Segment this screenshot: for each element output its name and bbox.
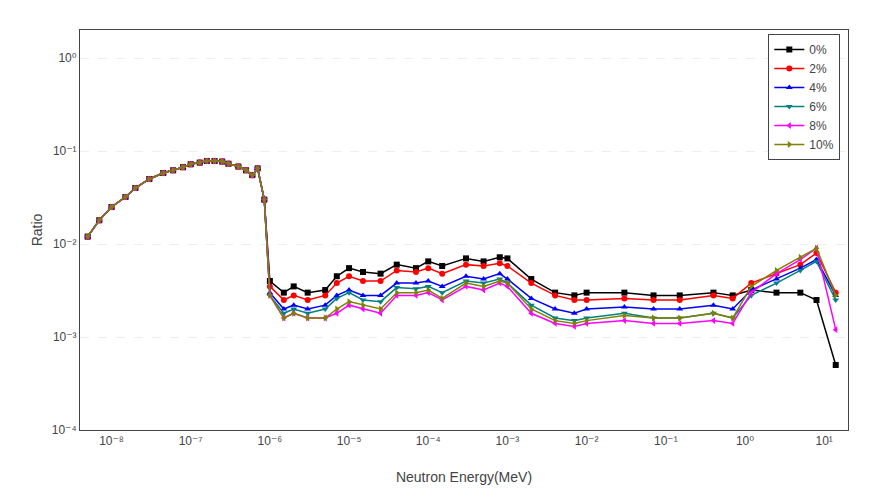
svg-text:Neutron Energy(MeV): Neutron Energy(MeV) (396, 469, 532, 485)
svg-text:0%: 0% (809, 43, 827, 57)
svg-text:8%: 8% (809, 119, 827, 133)
svg-text:10⁻³: 10⁻³ (496, 434, 520, 448)
svg-text:10⁻⁸: 10⁻⁸ (99, 434, 124, 448)
svg-text:10⁰: 10⁰ (736, 434, 754, 448)
svg-text:10⁻¹: 10⁻¹ (53, 144, 77, 158)
svg-text:10⁻⁵: 10⁻⁵ (337, 434, 362, 448)
svg-text:10¹: 10¹ (815, 434, 832, 448)
svg-text:6%: 6% (809, 100, 827, 114)
svg-text:10⁻⁶: 10⁻⁶ (258, 434, 283, 448)
svg-text:10⁻²: 10⁻² (53, 237, 77, 251)
svg-text:10⁻⁴: 10⁻⁴ (416, 434, 441, 448)
svg-text:4%: 4% (809, 81, 827, 95)
svg-text:10⁻³: 10⁻³ (53, 330, 77, 344)
svg-text:10⁻¹: 10⁻¹ (654, 434, 678, 448)
svg-text:10%: 10% (809, 138, 833, 152)
svg-text:10⁻²: 10⁻² (575, 434, 599, 448)
svg-text:10⁻⁷: 10⁻⁷ (179, 434, 203, 448)
svg-text:10⁰: 10⁰ (58, 51, 76, 65)
svg-text:Ratio: Ratio (29, 213, 45, 246)
svg-text:2%: 2% (809, 62, 827, 76)
svg-text:10⁻⁴: 10⁻⁴ (52, 423, 77, 437)
